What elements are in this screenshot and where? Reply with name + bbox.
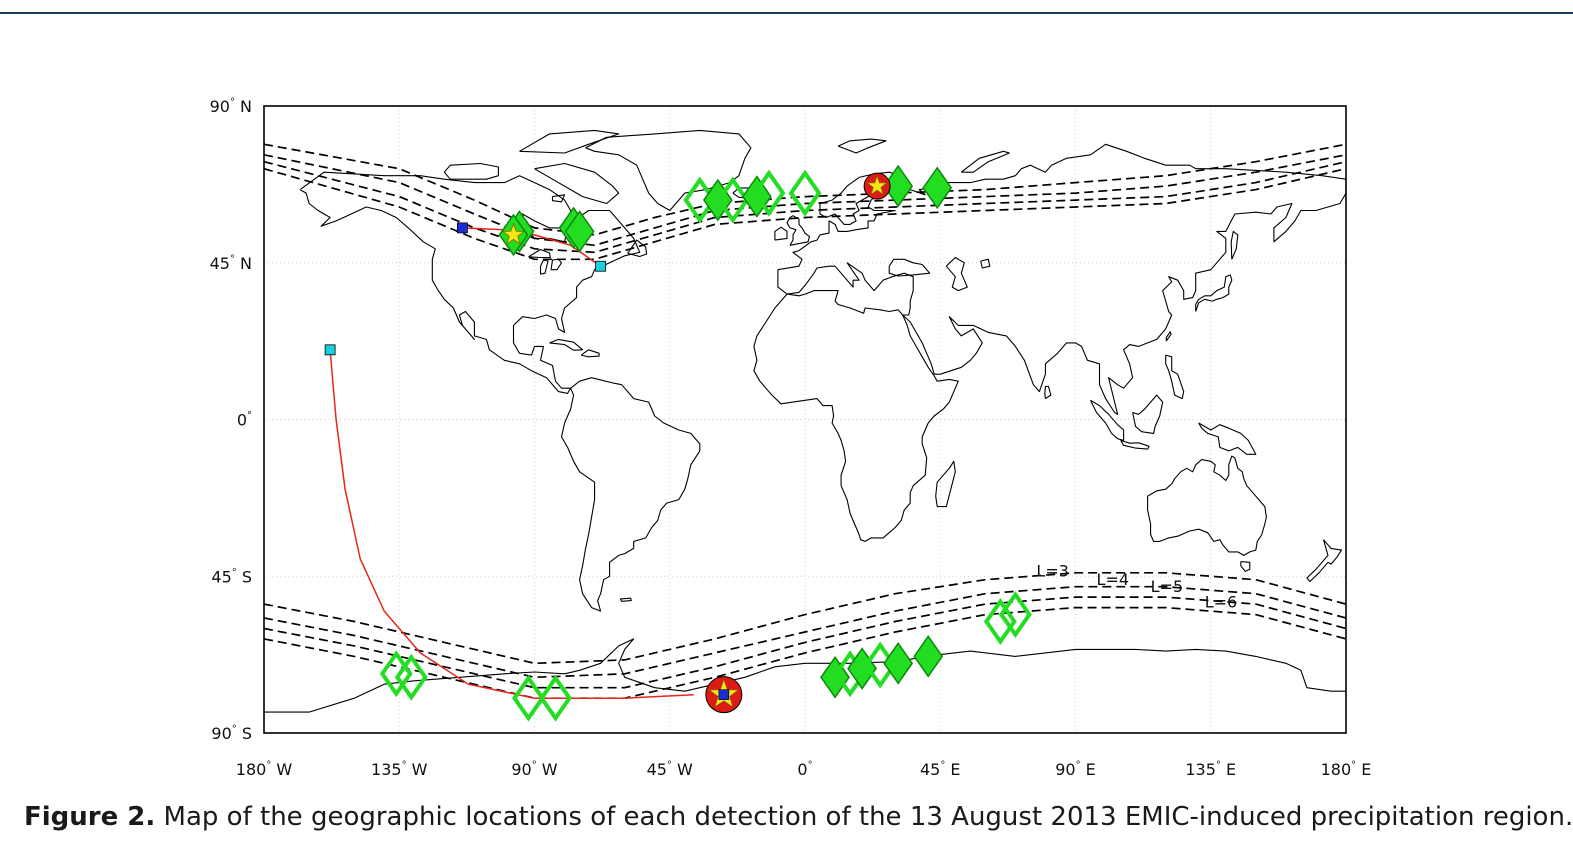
trajectory-path-0 <box>462 227 602 267</box>
x-tick-label: 135° E <box>1185 760 1236 779</box>
coastline-new-guinea <box>1198 422 1257 455</box>
coastline-baffin-island <box>534 162 620 205</box>
x-tick-label: 45° E <box>920 760 961 779</box>
l-shell-label-6: L=6 <box>1205 593 1238 612</box>
world-map-figure: L=3 L=4 L=5 L=6 90° N 45° N 0° 45° S 90° S 180°… <box>210 97 1372 779</box>
water-aral-sea <box>980 258 991 269</box>
coastline-novaya-zemlya <box>960 150 1010 173</box>
l-shell-label-3: L=3 <box>1036 561 1069 580</box>
endpoint-square-marker <box>456 222 468 234</box>
l-shell-south-3 <box>264 571 1346 665</box>
coastline-ellesmere-island <box>519 129 620 154</box>
top-rule <box>0 12 1573 14</box>
coastline-sakhalin <box>1230 230 1239 260</box>
coastline-eurasia <box>777 143 1346 415</box>
x-tick-label: 45° W <box>647 760 693 779</box>
detection-marker <box>913 635 944 678</box>
l-shell-south-5 <box>264 596 1346 689</box>
y-tick-label: 45° S <box>211 567 252 586</box>
coastline-antarctica <box>264 638 1346 713</box>
detection-marker-open <box>394 653 428 701</box>
longitude-tick-labels: 180° W 135° W 90° W 45° W 0° 45° E 90° E 135° E… <box>236 760 1372 779</box>
water-lake-superior <box>528 248 551 259</box>
water-caspian-sea <box>945 256 968 292</box>
x-tick-label: 180° E <box>1321 760 1372 779</box>
coastlines <box>264 129 1346 713</box>
detection-marker <box>922 166 953 210</box>
x-tick-label: 0° <box>797 760 812 779</box>
coastline-south-america <box>560 377 701 612</box>
endpoint-square-marker <box>595 260 607 272</box>
trajectory-paths <box>329 227 694 699</box>
l-shell-north-5 <box>264 160 1346 254</box>
endpoint-square-marker <box>324 344 336 356</box>
coastline-hispaniola <box>580 349 600 358</box>
y-tick-label: 0° <box>237 411 252 430</box>
l-shell-north-4 <box>264 153 1346 247</box>
coastline-japan <box>1195 274 1233 312</box>
l-shell-labels: L=3 L=4 L=5 L=6 <box>1036 561 1237 611</box>
coastline-ireland <box>774 226 788 241</box>
coastline-sri-lanka <box>1044 385 1052 400</box>
latitude-tick-labels: 90° N 45° N 0° 45° S 90° S <box>210 97 252 743</box>
caption-text: Map of the geographic locations of each … <box>155 802 1573 832</box>
detection-marker-open <box>539 674 572 722</box>
detection-marker-open <box>716 176 750 224</box>
detection-marker <box>564 210 595 253</box>
coastline-australia <box>1147 455 1267 556</box>
l-shell-north-6 <box>264 167 1346 261</box>
water-black-sea <box>888 258 931 277</box>
l-shell-label-5: L=5 <box>1151 577 1184 596</box>
coastline-philippines <box>1165 354 1185 400</box>
detection-marker-open <box>512 674 545 722</box>
coastline-falklands <box>619 597 632 602</box>
detection-marker-open <box>983 598 1017 646</box>
detection-markers <box>379 164 1032 722</box>
coastline-africa <box>753 290 959 542</box>
coastline-borneo <box>1132 394 1164 434</box>
coastline-tasmania <box>1240 561 1251 572</box>
coastline-svalbard <box>837 138 887 154</box>
water-lake-huron <box>550 258 563 271</box>
star-marker <box>501 222 526 245</box>
l-shell-south-4 <box>264 585 1346 679</box>
figure-caption: Figure 2. Map of the geographic location… <box>24 802 1573 832</box>
x-tick-label: 180° W <box>236 760 293 779</box>
coastline-taiwan <box>1165 331 1172 342</box>
coastline-newfoundland <box>627 239 648 258</box>
coastline-sumatra <box>1090 399 1125 441</box>
y-tick-label: 90° S <box>211 724 252 743</box>
coastline-cuba <box>549 338 584 351</box>
l-shell-south-6 <box>264 606 1346 700</box>
plot-frame <box>263 105 1347 734</box>
detection-marker-open <box>998 591 1032 639</box>
caption-label: Figure 2. <box>24 802 156 832</box>
coastline-madagascar <box>935 460 956 508</box>
coastline-new-zealand <box>1306 539 1343 583</box>
x-tick-label: 90° E <box>1055 760 1096 779</box>
l-shell-label-4: L=4 <box>1097 570 1130 589</box>
coastline-victoria-island <box>443 162 499 180</box>
special-markers <box>324 172 891 714</box>
coastline-north-america <box>299 171 641 394</box>
water-lake-michigan <box>539 259 549 275</box>
trajectory-path-1 <box>329 349 694 699</box>
coastline-java <box>1120 439 1150 450</box>
y-tick-label: 45° N <box>210 254 252 273</box>
coastline-great-britain <box>786 215 811 246</box>
x-tick-label: 90° W <box>511 760 557 779</box>
star-marker <box>866 175 888 195</box>
y-tick-label: 90° N <box>210 97 252 116</box>
detection-marker-open <box>788 169 822 217</box>
detection-marker-open <box>752 169 786 217</box>
l-shell-contours <box>264 143 1346 700</box>
l-shell-north-3 <box>264 143 1346 236</box>
water-hudson-bay-islands <box>551 194 566 203</box>
detection-marker <box>883 642 914 685</box>
x-tick-label: 135° W <box>371 760 428 779</box>
endpoint-square-marker <box>718 689 730 700</box>
